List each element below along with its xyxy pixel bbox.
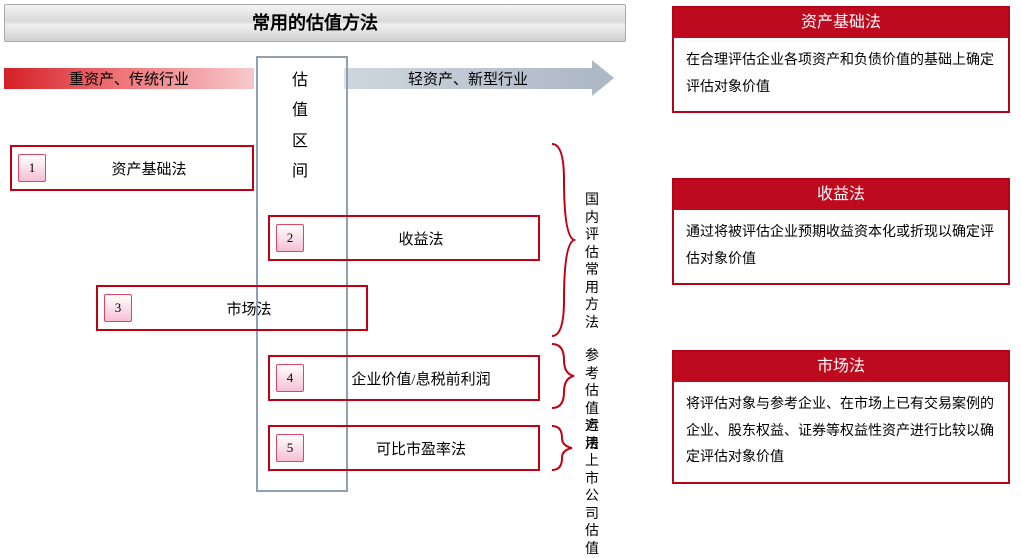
interval-char-3: 区	[292, 133, 308, 150]
arrow-left-label: 重资产、传统行业	[69, 72, 189, 88]
method-label: 可比市盈率法	[304, 438, 538, 459]
arrow-right-segment: 轻资产、新型行业	[344, 68, 592, 89]
brace-1	[548, 140, 576, 340]
arrow-head-icon	[592, 60, 614, 96]
brace-icon	[548, 422, 576, 474]
card-body: 将评估对象与参考企业、在市场上已有交易案例的企业、股东权益、证券等权益性资产进行…	[674, 382, 1008, 482]
brace-3	[548, 422, 576, 474]
method-box-1: 1 资产基础法	[10, 145, 254, 191]
method-number: 5	[276, 434, 304, 462]
brace-2	[548, 340, 576, 412]
method-box-2: 2 收益法	[268, 215, 540, 261]
method-number: 1	[18, 154, 46, 182]
method-label: 收益法	[304, 228, 538, 249]
method-box-3: 3 市场法	[96, 285, 368, 331]
card-title: 收益法	[674, 180, 1008, 210]
method-label: 企业价值/息税前利润	[304, 368, 538, 389]
interval-char-2: 值	[292, 102, 308, 119]
card-title: 市场法	[674, 352, 1008, 382]
brace-icon	[548, 140, 576, 340]
method-label: 资产基础法	[46, 158, 252, 179]
info-card-3: 市场法 将评估对象与参考企业、在市场上已有交易案例的企业、股东权益、证券等权益性…	[672, 350, 1010, 484]
note-3: 运用上市公司估值	[584, 418, 600, 558]
method-number: 2	[276, 224, 304, 252]
title-text: 常用的估值方法	[252, 13, 378, 33]
info-card-2: 收益法 通过将被评估企业预期收益资本化或折现以确定评估对象价值	[672, 178, 1010, 285]
note-1: 国内评估常用方法	[584, 192, 600, 332]
method-box-4: 4 企业价值/息税前利润	[268, 355, 540, 401]
card-body: 通过将被评估企业预期收益资本化或折现以确定评估对象价值	[674, 210, 1008, 283]
title-bar: 常用的估值方法	[4, 4, 626, 42]
info-card-1: 资产基础法 在合理评估企业各项资产和负债价值的基础上确定评估对象价值	[672, 6, 1010, 113]
arrow-right-label: 轻资产、新型行业	[408, 72, 528, 88]
valuation-interval-label: 估 值 区 间	[256, 66, 344, 188]
interval-char-1: 估	[292, 72, 308, 89]
arrow-left-segment: 重资产、传统行业	[4, 68, 254, 89]
method-label: 市场法	[132, 298, 366, 319]
card-body: 在合理评估企业各项资产和负债价值的基础上确定评估对象价值	[674, 38, 1008, 111]
method-number: 3	[104, 294, 132, 322]
brace-icon	[548, 340, 576, 412]
method-box-5: 5 可比市盈率法	[268, 425, 540, 471]
method-number: 4	[276, 364, 304, 392]
card-title: 资产基础法	[674, 8, 1008, 38]
interval-char-4: 间	[292, 163, 308, 180]
